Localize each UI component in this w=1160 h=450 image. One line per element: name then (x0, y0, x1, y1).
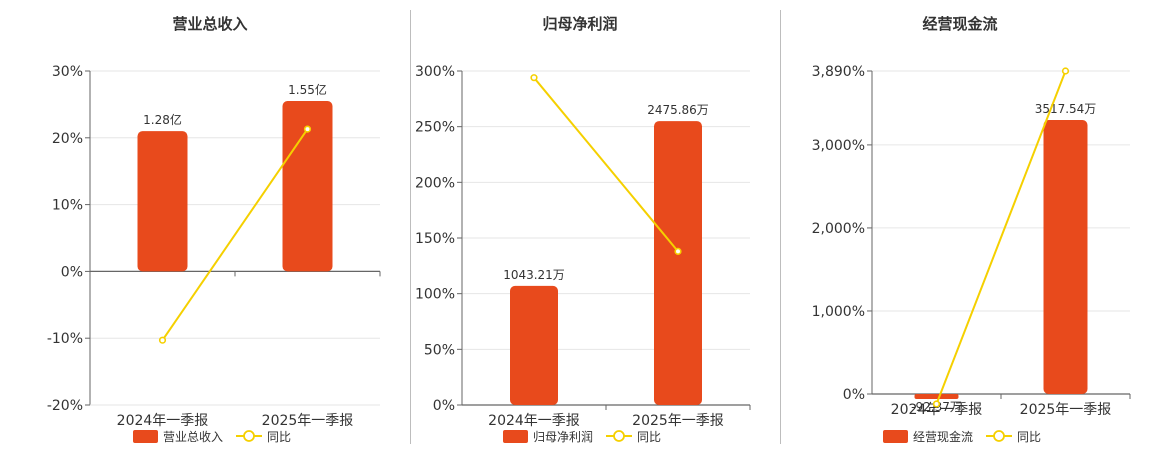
y-tick-label: 0% (61, 264, 83, 280)
bar (914, 394, 959, 399)
bar-data-label: 2475.86万 (647, 103, 709, 117)
y-tick-label: 0% (843, 387, 865, 403)
bar (510, 285, 558, 405)
bar-data-label: 3517.54万 (1035, 102, 1097, 116)
legend-swatch-point (613, 430, 625, 442)
y-tick-label: 10% (52, 198, 83, 214)
x-tick-label: 2025年一季报 (1020, 402, 1112, 418)
bar-data-label: 1043.21万 (503, 268, 565, 282)
x-tick-label: 2024年一季报 (488, 413, 580, 429)
legend-label: 同比 (1017, 430, 1041, 444)
legend-label: 营业总收入 (163, 430, 223, 444)
bar-data-label: 1.28亿 (143, 112, 182, 127)
legend-swatch-point (993, 430, 1005, 442)
y-tick-label: 1,000% (812, 304, 865, 320)
y-tick-label: 300% (415, 64, 455, 80)
y-tick-label: -10% (47, 331, 83, 347)
yoy-point (674, 247, 682, 255)
panel-divider (780, 10, 781, 444)
chart-title: 营业总收入 (172, 15, 247, 33)
chart-title: 归母净利润 (542, 15, 617, 33)
legend-swatch-bar (503, 430, 528, 443)
bar (137, 131, 188, 272)
y-tick-label: 20% (52, 131, 83, 147)
legend-label: 同比 (267, 430, 291, 444)
yoy-line (161, 128, 309, 341)
bar-data-label: 1.55亿 (288, 82, 327, 97)
y-tick-label: 3,890% (812, 64, 865, 80)
yoy-point (530, 74, 538, 82)
y-tick-label: 30% (52, 64, 83, 80)
yoy-point (303, 125, 312, 133)
y-tick-label: 100% (415, 287, 455, 303)
y-tick-label: 200% (415, 175, 455, 191)
yoy-point (1061, 67, 1070, 75)
bar (282, 101, 333, 272)
x-tick-label: 2024年一季报 (891, 402, 983, 418)
yoy-point (158, 336, 167, 344)
legend-swatch-bar (133, 430, 158, 443)
y-tick-label: 150% (415, 231, 455, 247)
y-tick-label: 50% (424, 342, 455, 358)
x-tick-label: 2025年一季报 (262, 413, 354, 429)
y-tick-label: -20% (47, 398, 83, 414)
legend-label: 同比 (637, 430, 661, 444)
bar (1043, 119, 1088, 394)
panel-divider (410, 10, 411, 444)
yoy-line (533, 77, 679, 252)
y-tick-label: 250% (415, 120, 455, 136)
chart-title: 经营现金流 (922, 15, 997, 33)
x-tick-label: 2025年一季报 (632, 413, 724, 429)
y-tick-label: 0% (433, 398, 455, 414)
yoy-line (935, 70, 1067, 405)
y-tick-label: 3,000% (812, 138, 865, 154)
yoy-point (932, 400, 941, 408)
bar (654, 121, 702, 405)
legend-swatch-bar (883, 430, 908, 443)
y-tick-label: 2,000% (812, 221, 865, 237)
legend-label: 归母净利润 (533, 430, 593, 444)
legend-label: 经营现金流 (913, 429, 973, 444)
legend-swatch-point (243, 430, 255, 442)
x-tick-label: 2024年一季报 (117, 413, 209, 429)
